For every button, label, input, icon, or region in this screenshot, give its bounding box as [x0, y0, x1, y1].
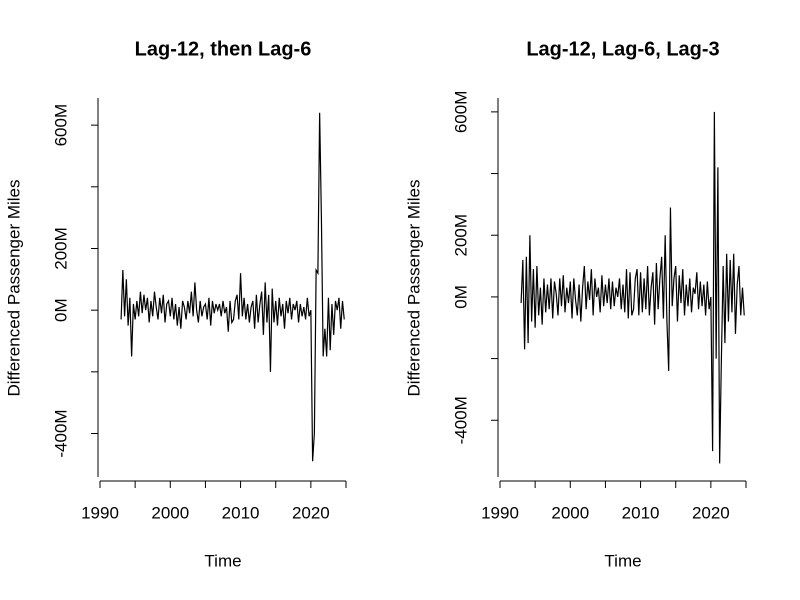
y-tick-label: 0M	[51, 298, 70, 322]
x-axis-label: Time	[604, 551, 641, 570]
x-tick-label: 2000	[551, 503, 589, 522]
y-tick-label: -400M	[451, 396, 470, 444]
data-line	[120, 112, 345, 462]
chart-title: Lag-12, then Lag-6	[135, 38, 312, 60]
y-tick-label: -400M	[51, 409, 70, 457]
x-tick-label: 1990	[81, 503, 119, 522]
data-line	[520, 111, 745, 464]
x-tick-label: 2020	[692, 503, 730, 522]
chart-title: Lag-12, Lag-6, Lag-3	[526, 38, 719, 60]
y-axis-label: Differenced Passenger Miles	[4, 179, 23, 396]
y-tick-label: 600M	[451, 91, 470, 134]
y-tick-label: 200M	[51, 227, 70, 270]
x-tick-label: 2000	[151, 503, 189, 522]
x-axis-label: Time	[204, 551, 241, 570]
y-tick-label: 0M	[451, 285, 470, 309]
x-tick-label: 2010	[622, 503, 660, 522]
x-tick-label: 2010	[222, 503, 260, 522]
y-axis-label: Differenced Passenger Miles	[404, 179, 423, 396]
x-tick-label: 2020	[292, 503, 330, 522]
y-tick-label: 200M	[451, 214, 470, 257]
y-tick-label: 600M	[51, 104, 70, 147]
x-tick-label: 1990	[481, 503, 519, 522]
